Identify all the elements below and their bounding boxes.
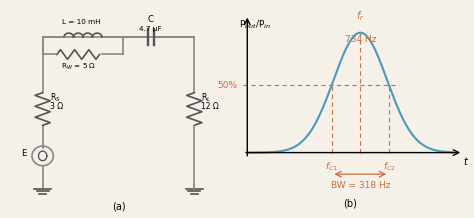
Text: R$_L$: R$_L$ — [201, 92, 211, 104]
Text: P$_{out}$/P$_{in}$: P$_{out}$/P$_{in}$ — [239, 18, 271, 31]
Text: (b): (b) — [343, 198, 357, 208]
Text: t: t — [463, 157, 467, 167]
Text: R$_W$ = 5 Ω: R$_W$ = 5 Ω — [61, 62, 96, 72]
Text: BW = 318 Hz: BW = 318 Hz — [330, 181, 390, 190]
Text: 734 Hz: 734 Hz — [345, 35, 376, 44]
Text: R$_S$: R$_S$ — [50, 92, 60, 104]
Text: (a): (a) — [112, 201, 125, 211]
Text: 4.7 μF: 4.7 μF — [139, 26, 162, 32]
Text: L = 10 mH: L = 10 mH — [63, 19, 101, 25]
Text: E: E — [21, 149, 27, 158]
Text: $f_{C2}$: $f_{C2}$ — [383, 161, 396, 174]
Text: 12 Ω: 12 Ω — [201, 102, 219, 111]
Text: 50%: 50% — [217, 81, 237, 90]
Text: $f_r$: $f_r$ — [356, 9, 365, 23]
Text: C: C — [147, 15, 154, 24]
Text: $f_{C1}$: $f_{C1}$ — [325, 161, 338, 174]
Text: 3 Ω: 3 Ω — [50, 102, 63, 111]
